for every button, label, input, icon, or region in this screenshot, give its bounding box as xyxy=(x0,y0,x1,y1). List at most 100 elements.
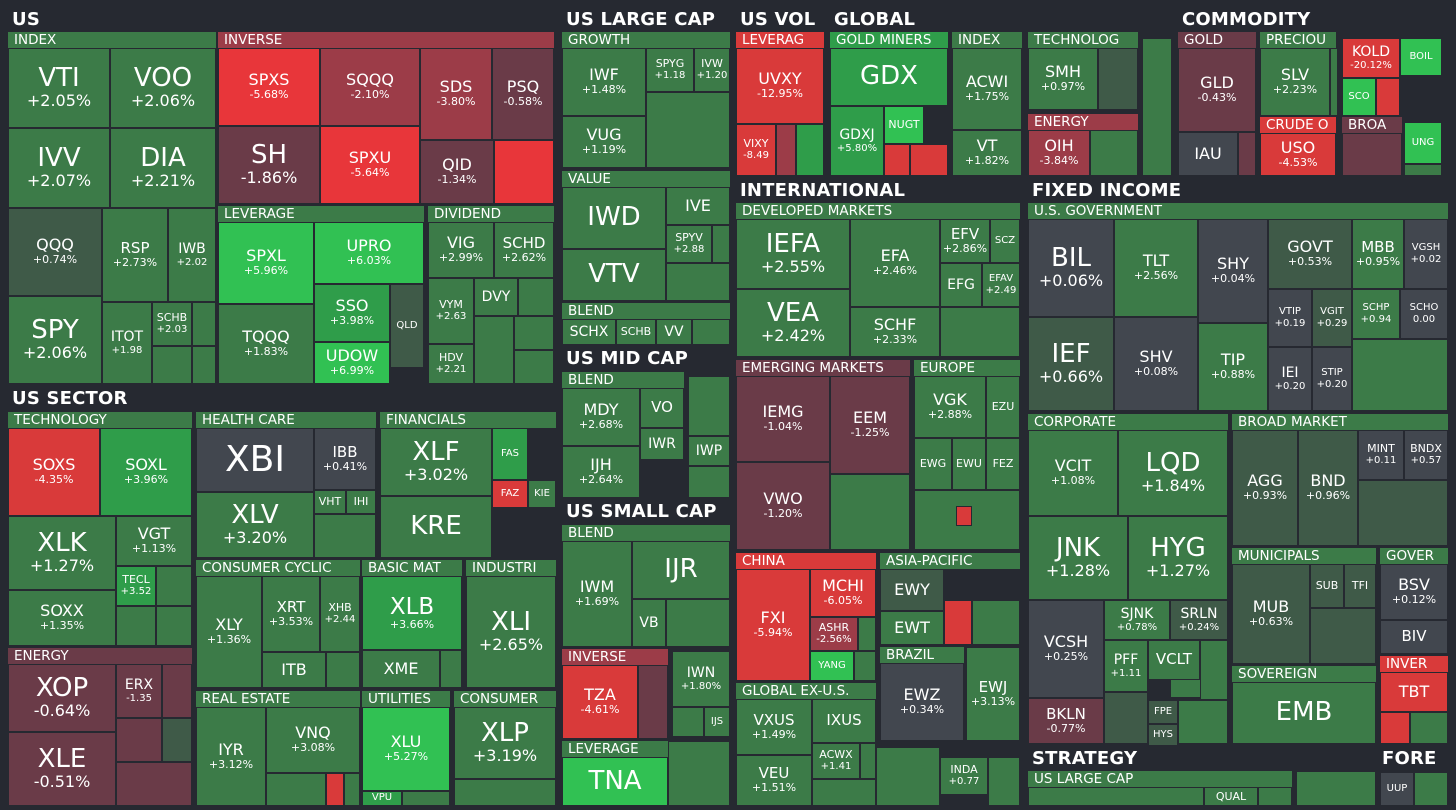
tile-ivv[interactable]: IVV +2.07% xyxy=(8,128,110,208)
tile-schd[interactable]: SCHD +2.62% xyxy=(494,222,554,278)
tile-lqd[interactable]: LQD +1.84% xyxy=(1118,430,1228,516)
unlabeled-tile[interactable] xyxy=(1310,608,1376,664)
tile-shy[interactable]: SHY +0.04% xyxy=(1198,219,1268,323)
unlabeled-tile[interactable] xyxy=(1404,164,1442,176)
tile-ijr[interactable]: IJR xyxy=(632,541,730,599)
tile-soxl[interactable]: SOXL +3.96% xyxy=(100,428,192,516)
tile-mbb[interactable]: MBB +0.95% xyxy=(1352,219,1404,289)
tile-fas[interactable]: FAS xyxy=(492,428,528,480)
tile-uup[interactable]: UUP xyxy=(1380,772,1414,806)
tile-tlt[interactable]: TLT +2.56% xyxy=(1114,219,1198,317)
tile-efv[interactable]: EFV +2.86% xyxy=(940,219,990,263)
unlabeled-tile[interactable] xyxy=(1410,712,1448,744)
tile-qld[interactable]: QLD xyxy=(390,284,424,368)
tile-hyg[interactable]: HYG +1.27% xyxy=(1128,516,1228,600)
tile-soxs[interactable]: SOXS -4.35% xyxy=(8,428,100,516)
tile-shv[interactable]: SHV +0.08% xyxy=(1114,317,1198,411)
tile-kold[interactable]: KOLD -20.12% xyxy=(1342,38,1400,78)
unlabeled-tile[interactable] xyxy=(1414,772,1448,806)
tile-iwr[interactable]: IWR xyxy=(640,428,684,460)
tile-ijh[interactable]: IJH +2.64% xyxy=(562,446,640,498)
tile-sds[interactable]: SDS -3.80% xyxy=(420,48,492,140)
tile-vgsh[interactable]: VGSH +0.02 xyxy=(1404,219,1448,289)
unlabeled-tile[interactable] xyxy=(692,319,730,345)
tile-biv[interactable]: BIV xyxy=(1380,620,1448,654)
unlabeled-tile[interactable] xyxy=(1376,78,1400,116)
tile-vcit[interactable]: VCIT +1.08% xyxy=(1028,430,1118,516)
unlabeled-tile[interactable] xyxy=(1028,787,1204,806)
unlabeled-tile[interactable] xyxy=(688,376,730,436)
unlabeled-tile[interactable] xyxy=(1330,48,1338,116)
unlabeled-tile[interactable] xyxy=(1200,640,1228,700)
tile-qid[interactable]: QID -1.34% xyxy=(420,140,494,204)
tile-iau[interactable]: IAU xyxy=(1178,132,1238,176)
tile-tna[interactable]: TNA xyxy=(562,757,668,806)
unlabeled-tile[interactable] xyxy=(988,757,1020,806)
unlabeled-tile[interactable] xyxy=(1104,692,1148,744)
tile-tecl[interactable]: TECL +3.52 xyxy=(116,566,156,606)
tile-ezu[interactable]: EZU xyxy=(986,376,1020,438)
tile-pff[interactable]: PFF +1.11 xyxy=(1104,640,1148,692)
tile-tza[interactable]: TZA -4.61% xyxy=(562,665,638,739)
tile-yang[interactable]: YANG xyxy=(810,651,854,681)
tile-vnq[interactable]: VNQ +3.08% xyxy=(266,707,360,773)
tile-fpe[interactable]: FPE xyxy=(1148,700,1178,724)
tile-acwx[interactable]: ACWX +1.41 xyxy=(812,743,860,779)
unlabeled-tile[interactable] xyxy=(944,600,972,645)
unlabeled-tile[interactable] xyxy=(494,140,554,204)
tile-spxs[interactable]: SPXS -5.68% xyxy=(218,48,320,126)
tile-govt[interactable]: GOVT +0.53% xyxy=(1268,219,1352,289)
unlabeled-tile[interactable] xyxy=(518,278,554,316)
tile-ung[interactable]: UNG xyxy=(1404,122,1442,164)
tile-iefa[interactable]: IEFA +2.55% xyxy=(736,219,850,289)
tile-erx[interactable]: ERX -1.35 xyxy=(116,664,162,718)
tile-kie[interactable]: KIE xyxy=(528,480,556,508)
unlabeled-tile[interactable] xyxy=(672,707,704,737)
tile-iei[interactable]: IEI +0.20 xyxy=(1268,347,1312,411)
tile-iwf[interactable]: IWF +1.48% xyxy=(562,48,646,116)
unlabeled-tile[interactable] xyxy=(956,506,972,526)
tile-vtv[interactable]: VTV xyxy=(562,249,666,301)
unlabeled-tile[interactable] xyxy=(646,92,730,168)
tile-xrt[interactable]: XRT +3.53% xyxy=(262,576,320,652)
tile-vxus[interactable]: VXUS +1.49% xyxy=(736,699,812,755)
tile-hdv[interactable]: HDV +2.21 xyxy=(428,344,474,384)
tile-schp[interactable]: SCHP +0.94 xyxy=(1352,289,1400,339)
tile-ive[interactable]: IVE xyxy=(666,187,730,225)
tile-vcsh[interactable]: VCSH +0.25% xyxy=(1028,600,1104,698)
tile-iwd[interactable]: IWD xyxy=(562,187,666,249)
unlabeled-tile[interactable] xyxy=(440,650,462,688)
tile-iwb[interactable]: IWB +2.02 xyxy=(168,208,216,302)
tile-iwn[interactable]: IWN +1.80% xyxy=(672,651,730,707)
tile-efg[interactable]: EFG xyxy=(940,263,982,307)
unlabeled-tile[interactable] xyxy=(514,350,554,384)
unlabeled-tile[interactable] xyxy=(1090,130,1138,176)
tile-gld[interactable]: GLD -0.43% xyxy=(1178,48,1256,132)
tile-xlb[interactable]: XLB +3.66% xyxy=(362,576,462,650)
unlabeled-tile[interactable] xyxy=(474,316,514,384)
tile-itot[interactable]: ITOT +1.98 xyxy=(102,302,152,384)
unlabeled-tile[interactable] xyxy=(266,773,326,806)
tile-spy[interactable]: SPY +2.06% xyxy=(8,296,102,384)
tile-ewu[interactable]: EWU xyxy=(952,438,986,490)
tile-vv[interactable]: VV xyxy=(656,319,692,345)
unlabeled-tile[interactable] xyxy=(326,652,360,688)
tile-xlp[interactable]: XLP +3.19% xyxy=(454,707,556,779)
tile-kre[interactable]: KRE xyxy=(380,496,492,558)
tile-srln[interactable]: SRLN +0.24% xyxy=(1170,600,1228,640)
tile-vwo[interactable]: VWO -1.20% xyxy=(736,462,830,550)
tile-sh[interactable]: SH -1.86% xyxy=(218,126,320,204)
unlabeled-tile[interactable] xyxy=(156,606,192,646)
tile-vym[interactable]: VYM +2.63 xyxy=(428,278,474,344)
tile-emb[interactable]: EMB xyxy=(1232,682,1376,744)
tile-ief[interactable]: IEF +0.66% xyxy=(1028,317,1114,411)
tile-fez[interactable]: FEZ xyxy=(986,438,1020,490)
tile-ewz[interactable]: EWZ +0.34% xyxy=(880,663,964,741)
tile-spyg[interactable]: SPYG +1.18 xyxy=(646,48,694,92)
tile-soxx[interactable]: SOXX +1.35% xyxy=(8,590,116,646)
tile-xop[interactable]: XOP -0.64% xyxy=(8,664,116,732)
tile-xlk[interactable]: XLK +1.27% xyxy=(8,516,116,590)
tile-vixy[interactable]: VIXY -8.49 xyxy=(736,124,776,176)
unlabeled-tile[interactable] xyxy=(812,779,876,806)
unlabeled-tile[interactable] xyxy=(854,651,876,681)
